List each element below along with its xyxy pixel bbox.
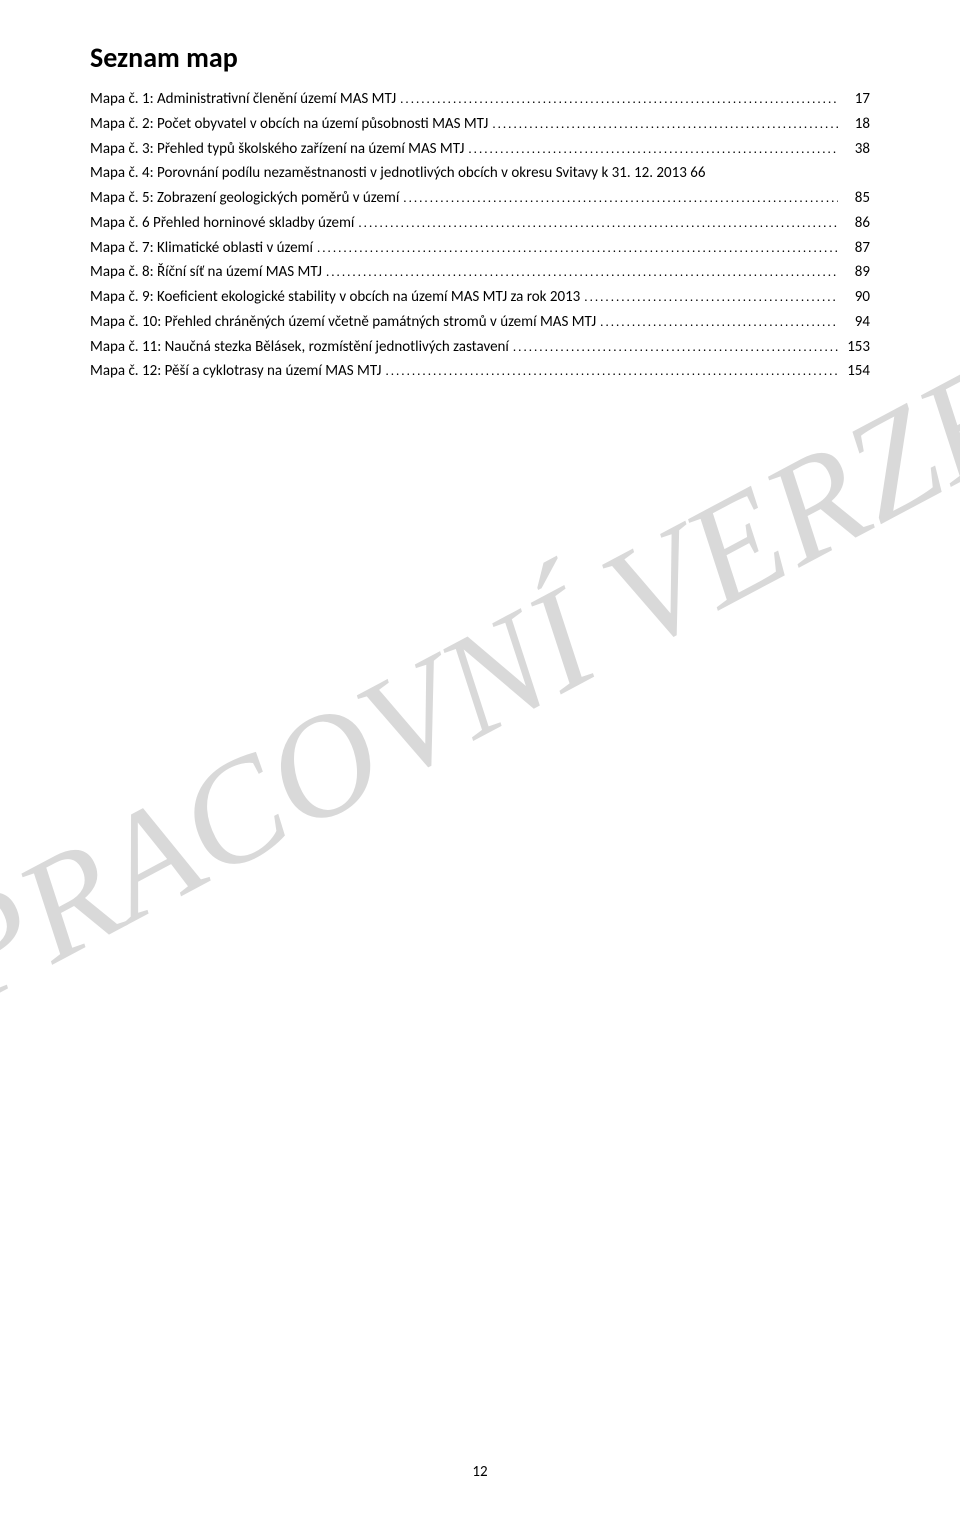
toc-label: Mapa č. 11: Naučná stezka Bělásek, rozmí… [90, 335, 509, 360]
toc-dots [468, 137, 838, 162]
toc-page: 154 [842, 359, 870, 384]
toc-dots [317, 236, 838, 261]
toc-dots [600, 310, 838, 335]
toc-page: 94 [842, 310, 870, 335]
toc-dots [513, 335, 838, 360]
toc-dots [403, 186, 838, 211]
toc-page: 18 [842, 112, 870, 137]
toc-dots [492, 112, 838, 137]
toc-entry: Mapa č. 10: Přehled chráněných území vče… [90, 310, 870, 335]
toc-label: Mapa č. 4: Porovnání podílu nezaměstnano… [90, 164, 687, 182]
toc-page: 90 [842, 285, 870, 310]
toc-page: 87 [842, 236, 870, 261]
toc-label: Mapa č. 8: Říční síť na území MAS MTJ [90, 260, 322, 285]
toc-entry: Mapa č. 5: Zobrazení geologických poměrů… [90, 186, 870, 211]
toc-entry: Mapa č. 11: Naučná stezka Bělásek, rozmí… [90, 335, 870, 360]
toc-dots [326, 260, 838, 285]
toc-page: 38 [842, 137, 870, 162]
toc-dots [358, 211, 838, 236]
toc-label: Mapa č. 3: Přehled typů školského zaříze… [90, 137, 464, 162]
toc-label: Mapa č. 9: Koeficient ekologické stabili… [90, 285, 580, 310]
toc-entry: Mapa č. 12: Pěší a cyklotrasy na území M… [90, 359, 870, 384]
toc-entry: Mapa č. 8: Říční síť na území MAS MTJ 89 [90, 260, 870, 285]
toc-dots [584, 285, 838, 310]
toc-entry: Mapa č. 3: Přehled typů školského zaříze… [90, 137, 870, 162]
toc-page: 89 [842, 260, 870, 285]
watermark-text: PRACOVNÍ VERZE [0, 328, 960, 1038]
toc-entry: Mapa č. 6 Přehled horninové skladby územ… [90, 211, 870, 236]
toc-label: Mapa č. 1: Administrativní členění území… [90, 87, 396, 112]
toc-page: 153 [842, 335, 870, 360]
toc-label: Mapa č. 7: Klimatické oblasti v území [90, 236, 313, 261]
toc-entry: Mapa č. 2: Počet obyvatel v obcích na úz… [90, 112, 870, 137]
toc-label: Mapa č. 10: Přehled chráněných území vče… [90, 310, 596, 335]
document-content: Seznam map Mapa č. 1: Administrativní čl… [90, 40, 870, 384]
toc-page: 17 [842, 87, 870, 112]
toc-label: Mapa č. 12: Pěší a cyklotrasy na území M… [90, 359, 381, 384]
toc-label: Mapa č. 6 Přehled horninové skladby územ… [90, 211, 354, 236]
toc-dots [385, 359, 838, 384]
toc-page: 66 [687, 164, 706, 182]
toc-label: Mapa č. 5: Zobrazení geologických poměrů… [90, 186, 399, 211]
toc-list: Mapa č. 1: Administrativní členění území… [90, 87, 870, 384]
toc-page: 85 [842, 186, 870, 211]
page-title: Seznam map [90, 40, 870, 75]
toc-page: 86 [842, 211, 870, 236]
page-number: 12 [0, 1463, 960, 1481]
toc-dots [400, 87, 838, 112]
toc-entry: Mapa č. 9: Koeficient ekologické stabili… [90, 285, 870, 310]
toc-label: Mapa č. 2: Počet obyvatel v obcích na úz… [90, 112, 488, 137]
toc-entry: Mapa č. 1: Administrativní členění území… [90, 87, 870, 112]
toc-entry: Mapa č. 7: Klimatické oblasti v území 87 [90, 236, 870, 261]
toc-entry: Mapa č. 4: Porovnání podílu nezaměstnano… [90, 161, 870, 186]
